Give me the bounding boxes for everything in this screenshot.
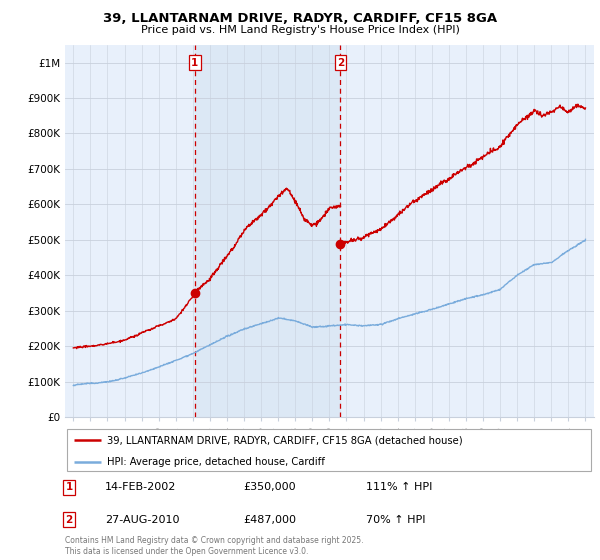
Text: 27-AUG-2010: 27-AUG-2010 (105, 515, 179, 525)
Text: 1: 1 (191, 58, 199, 68)
Bar (195, 45, 340, 417)
Text: £350,000: £350,000 (243, 482, 296, 492)
Text: HPI: Average price, detached house, Cardiff: HPI: Average price, detached house, Card… (107, 457, 325, 466)
Text: 2: 2 (65, 515, 73, 525)
Text: 2: 2 (337, 58, 344, 68)
Text: 14-FEB-2002: 14-FEB-2002 (105, 482, 176, 492)
Text: 70% ↑ HPI: 70% ↑ HPI (366, 515, 425, 525)
Text: 1: 1 (65, 482, 73, 492)
Text: Price paid vs. HM Land Registry's House Price Index (HPI): Price paid vs. HM Land Registry's House … (140, 25, 460, 35)
Text: 111% ↑ HPI: 111% ↑ HPI (366, 482, 433, 492)
FancyBboxPatch shape (67, 429, 592, 472)
Text: £487,000: £487,000 (243, 515, 296, 525)
Text: 39, LLANTARNAM DRIVE, RADYR, CARDIFF, CF15 8GA (detached house): 39, LLANTARNAM DRIVE, RADYR, CARDIFF, CF… (107, 435, 463, 445)
Text: 39, LLANTARNAM DRIVE, RADYR, CARDIFF, CF15 8GA: 39, LLANTARNAM DRIVE, RADYR, CARDIFF, CF… (103, 12, 497, 25)
Text: Contains HM Land Registry data © Crown copyright and database right 2025.
This d: Contains HM Land Registry data © Crown c… (65, 536, 364, 556)
